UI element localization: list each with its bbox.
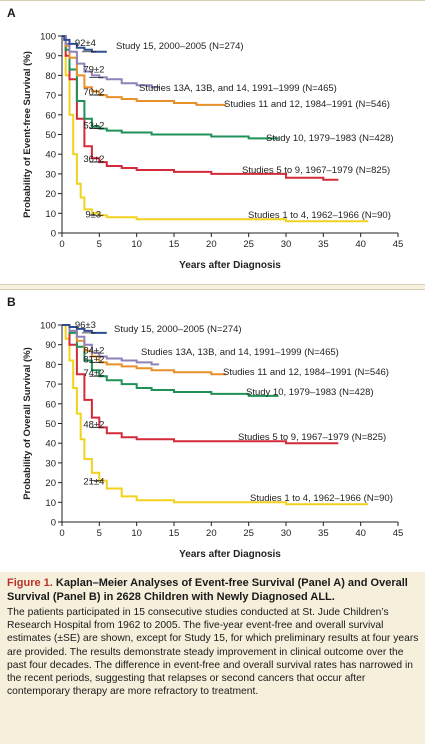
- value-label: 84±2: [83, 346, 104, 357]
- series-name-label: Studies 13A, 13B, and 14, 1991–1999 (N=4…: [139, 83, 337, 94]
- x-tick-label: 15: [169, 239, 180, 250]
- x-tick-label: 25: [243, 239, 254, 250]
- value-label: 96±3: [75, 320, 96, 331]
- y-tick-label: 0: [51, 229, 56, 240]
- caption-title-text: Kaplan–Meier Analyses of Event-free Surv…: [7, 577, 408, 603]
- series-line: [62, 324, 369, 506]
- value-label: 36±2: [83, 154, 104, 165]
- y-tick-label: 60: [45, 110, 56, 121]
- figure-label: Figure 1.: [7, 577, 53, 589]
- series-line: [62, 35, 160, 89]
- y-tick-label: 100: [40, 321, 56, 332]
- series-name-label: Studies 5 to 9, 1967–1979 (N=825): [242, 165, 390, 176]
- x-tick-label: 10: [131, 239, 142, 250]
- series-name-label: Study 15, 2000–2005 (N=274): [114, 324, 242, 335]
- y-axis-title: Probability of Overall Survival (%): [22, 347, 33, 500]
- y-tick-label: 50: [45, 130, 56, 141]
- y-tick-label: 50: [45, 419, 56, 430]
- series-name-label: Studies 5 to 9, 1967–1979 (N=825): [238, 432, 386, 443]
- x-tick-label: 5: [97, 528, 102, 539]
- panel-letter: B: [7, 295, 16, 309]
- value-label: 92±4: [75, 38, 96, 49]
- series-line: [62, 324, 227, 376]
- y-tick-label: 10: [45, 498, 56, 509]
- y-tick-label: 60: [45, 399, 56, 410]
- caption-title: Figure 1. Kaplan–Meier Analyses of Event…: [7, 576, 417, 604]
- x-tick-label: 15: [169, 528, 180, 539]
- x-tick-label: 35: [318, 528, 329, 539]
- x-tick-label: 30: [281, 239, 292, 250]
- panel-b: B 0 10 20 30 40 50 60 70 80 90 100 0 5 10 15 20 25 30 35 40…: [0, 289, 425, 574]
- panel-letter: A: [7, 6, 16, 20]
- series-name-label: Studies 13A, 13B, and 14, 1991–1999 (N=4…: [141, 347, 339, 358]
- y-tick-label: 70: [45, 380, 56, 391]
- x-tick-label: 35: [318, 239, 329, 250]
- series-name-label: Study 15, 2000–2005 (N=274): [116, 41, 244, 52]
- y-tick-label: 10: [45, 209, 56, 220]
- x-tick-label: 0: [59, 528, 64, 539]
- y-tick-label: 30: [45, 458, 56, 469]
- x-axis-title: Years after Diagnosis: [179, 549, 281, 560]
- x-axis-title: Years after Diagnosis: [179, 260, 281, 271]
- series-name-label: Studies 11 and 12, 1984–1991 (N=546): [223, 367, 389, 378]
- x-tick-label: 20: [206, 239, 217, 250]
- x-tick-label: 40: [355, 528, 366, 539]
- panel-a: A 0 10 20 30 40 50 60 70 80 90 100 0 5 10 15 20 25 30 35 40…: [0, 0, 425, 285]
- y-tick-label: 40: [45, 150, 56, 161]
- value-label: 53±2: [83, 121, 104, 132]
- series-name-label: Study 10, 1979–1983 (N=428): [266, 133, 394, 144]
- x-tick-label: 30: [281, 528, 292, 539]
- y-tick-label: 70: [45, 91, 56, 102]
- y-tick-label: 100: [40, 32, 56, 43]
- x-tick-label: 20: [206, 528, 217, 539]
- x-tick-label: 10: [131, 528, 142, 539]
- x-tick-label: 25: [243, 528, 254, 539]
- survival-chart-a: 0 10 20 30 40 50 60 70 80 90 100 0 5 10 15 20 25 30 35 40 45…: [22, 32, 404, 272]
- series-line: [62, 35, 369, 223]
- value-label: 79±2: [83, 64, 104, 75]
- y-tick-label: 80: [45, 71, 56, 82]
- series-line: [62, 324, 279, 397]
- series-name-label: Studies 11 and 12, 1984–1991 (N=546): [224, 99, 390, 110]
- x-tick-label: 45: [393, 528, 404, 539]
- x-tick-label: 45: [393, 239, 404, 250]
- series-name-label: Studies 1 to 4, 1962–1966 (N=90): [250, 493, 393, 504]
- y-tick-label: 80: [45, 360, 56, 371]
- figure-caption: Figure 1. Kaplan–Meier Analyses of Event…: [0, 572, 425, 744]
- y-tick-label: 90: [45, 51, 56, 62]
- survival-chart-b: 0 10 20 30 40 50 60 70 80 90 100 0 5 10 15 20 25 30 35 40 45…: [22, 320, 404, 560]
- series-line: [62, 324, 339, 445]
- value-label: 9±3: [85, 209, 101, 220]
- y-tick-label: 30: [45, 169, 56, 180]
- y-axis-title: Probability of Event-free Survival (%): [22, 51, 33, 218]
- value-label: 74±2: [83, 368, 104, 379]
- y-tick-label: 90: [45, 340, 56, 351]
- x-tick-label: 0: [59, 239, 64, 250]
- y-tick-label: 40: [45, 439, 56, 450]
- series-line: [62, 35, 339, 181]
- value-label: 48±2: [83, 419, 104, 430]
- value-label: 21±4: [83, 477, 104, 488]
- caption-body: The patients participated in 15 consecut…: [7, 607, 419, 698]
- y-tick-label: 20: [45, 189, 56, 200]
- series-name-label: Studies 1 to 4, 1962–1966 (N=90): [248, 210, 391, 221]
- series-line: [62, 324, 160, 366]
- x-tick-label: 40: [355, 239, 366, 250]
- y-tick-label: 0: [51, 518, 56, 529]
- x-tick-label: 5: [97, 239, 102, 250]
- value-label: 81±2: [83, 354, 104, 365]
- y-tick-label: 20: [45, 478, 56, 489]
- value-label: 70±2: [83, 87, 104, 98]
- series-name-label: Study 10, 1979–1983 (N=428): [246, 387, 374, 398]
